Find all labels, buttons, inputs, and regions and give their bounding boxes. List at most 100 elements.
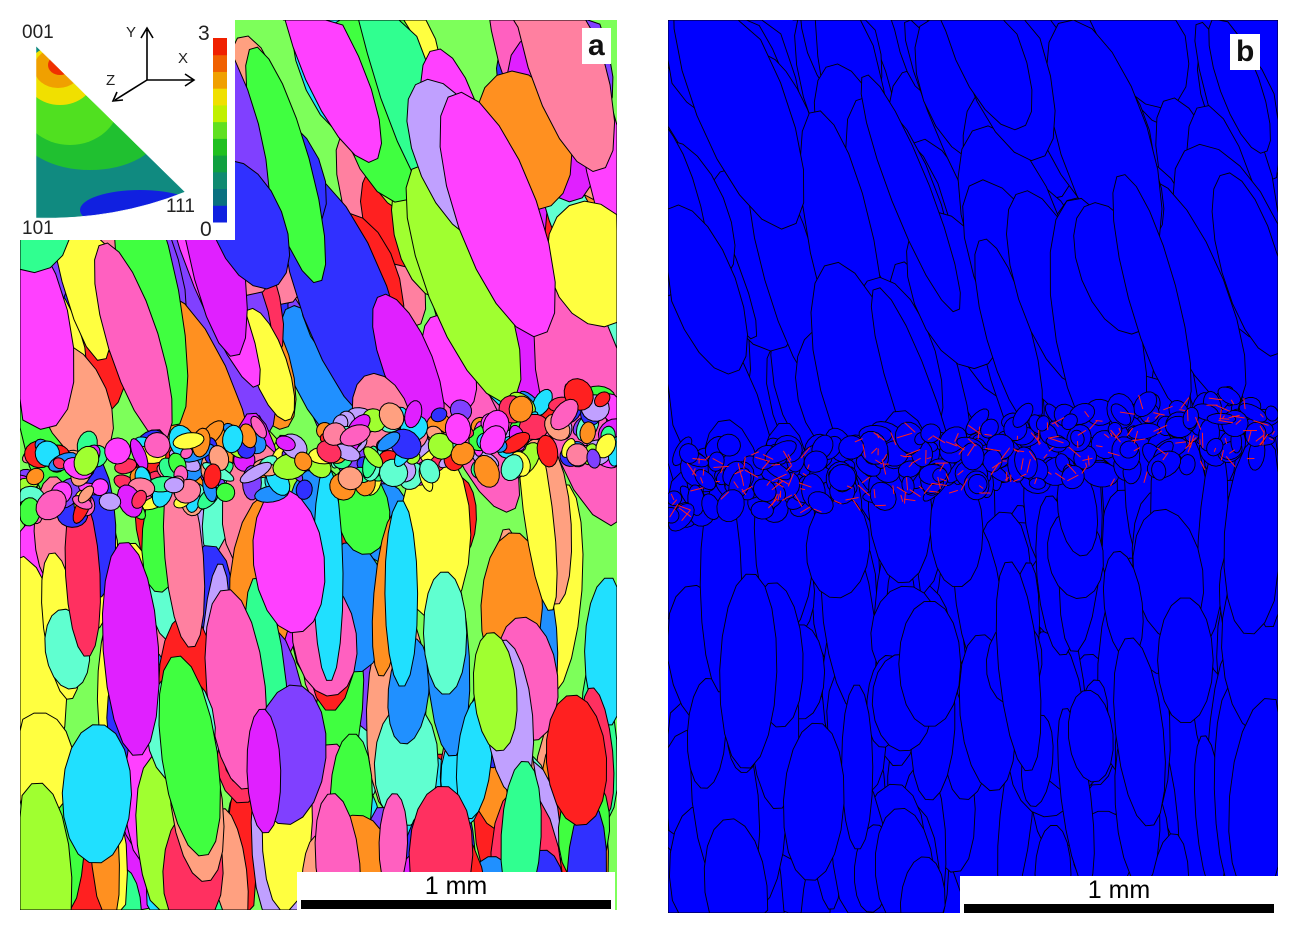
twin-boundary (786, 465, 793, 472)
twin-boundary (807, 464, 810, 470)
colorbar (213, 38, 227, 223)
fine-grain (1217, 386, 1241, 406)
twin-boundary (1066, 463, 1077, 475)
fine-grain (550, 398, 579, 431)
twin-boundary (1143, 471, 1148, 483)
twin-boundary (1114, 432, 1120, 439)
fine-grain (960, 442, 985, 471)
grain (422, 571, 468, 695)
twin-boundary (918, 485, 923, 490)
twin-boundary (852, 499, 861, 511)
fine-grain (694, 469, 716, 491)
twin-boundary (874, 504, 886, 507)
twin-boundary (1255, 434, 1265, 442)
grain (61, 724, 133, 864)
twin-boundary (1243, 398, 1246, 410)
twin-boundary (954, 442, 965, 451)
grain (995, 561, 1042, 772)
twin-boundary (1077, 429, 1087, 436)
fine-grain (25, 467, 45, 486)
colorbar-min: 0 (200, 218, 212, 241)
twin-boundary (671, 499, 678, 506)
grain (1068, 689, 1114, 783)
twin-boundary (771, 480, 784, 491)
scale-bar-b: 1 mm (960, 876, 1278, 913)
panel-b-boundary-map: b 1 mm (668, 20, 1278, 913)
fine-grain (1070, 429, 1085, 447)
twin-boundary (733, 481, 739, 489)
twin-boundary (957, 470, 964, 476)
twin-boundary (1259, 413, 1264, 418)
fine-grain (1045, 436, 1071, 449)
twin-boundary (1107, 451, 1120, 457)
fine-grain (501, 431, 531, 454)
twin-boundary (923, 483, 933, 494)
twin-boundary (1082, 457, 1093, 462)
twin-boundary (690, 487, 704, 492)
colorbar-segment (213, 155, 227, 173)
fine-grain (222, 424, 244, 454)
twin-boundary (1219, 409, 1222, 422)
twin-boundary (713, 465, 729, 469)
twin-boundary (954, 432, 959, 442)
twin-boundary (1131, 438, 1146, 442)
fine-grain (337, 466, 364, 491)
twin-boundary (1013, 448, 1020, 453)
twin-boundary (1259, 425, 1265, 434)
twin-boundary (1213, 447, 1217, 452)
twin-boundary (744, 469, 759, 478)
twin-boundary (909, 489, 921, 498)
colorbar-segment (213, 104, 227, 123)
grain (719, 573, 778, 769)
fine-grain (104, 437, 132, 465)
fine-grain (595, 433, 617, 459)
grain (101, 542, 160, 756)
twin-boundary (984, 433, 992, 436)
twin-boundary (1119, 411, 1135, 415)
twin-boundary (1034, 477, 1038, 485)
fine-grain (430, 407, 448, 423)
twin-boundary (766, 480, 771, 486)
fine-grain (828, 463, 857, 492)
twin-boundary (787, 454, 792, 461)
fine-grain (1012, 402, 1034, 428)
twin-boundary (900, 494, 904, 502)
fine-grain (239, 461, 273, 484)
twin-boundary (1186, 409, 1189, 422)
fine-grain (1061, 413, 1078, 430)
grain (282, 20, 383, 164)
twin-boundary (771, 473, 787, 482)
fine-grain (73, 445, 100, 476)
twin-boundary (800, 447, 811, 459)
grain (94, 242, 173, 441)
twin-boundary (896, 486, 908, 494)
twin-boundary (929, 490, 939, 493)
twin-boundary (967, 443, 976, 457)
twin-boundary (833, 500, 842, 505)
twin-boundary (939, 462, 945, 472)
twin-boundary (1054, 421, 1059, 428)
twin-boundary (900, 454, 907, 458)
twin-boundary (1253, 420, 1269, 426)
twin-boundary (1043, 453, 1048, 459)
twin-boundary (1228, 414, 1240, 419)
grain (841, 684, 874, 850)
twin-boundary (1225, 455, 1236, 468)
fine-grain (932, 467, 948, 483)
twin-boundary (720, 467, 724, 474)
twin-boundary (1271, 430, 1275, 435)
fine-grain (444, 412, 472, 446)
fine-grain (500, 454, 524, 482)
fine-grain (668, 490, 683, 506)
grain (439, 91, 556, 338)
twin-boundary (1153, 412, 1165, 416)
twin-boundary (873, 488, 876, 499)
fine-grain (91, 478, 109, 497)
fine-grain (750, 500, 774, 520)
twin-boundary (1260, 433, 1269, 446)
twin-boundary (771, 463, 781, 466)
twin-boundary (1219, 417, 1230, 420)
twin-boundary (1085, 462, 1088, 468)
fine-grain (586, 448, 601, 469)
twin-boundary (692, 468, 696, 476)
